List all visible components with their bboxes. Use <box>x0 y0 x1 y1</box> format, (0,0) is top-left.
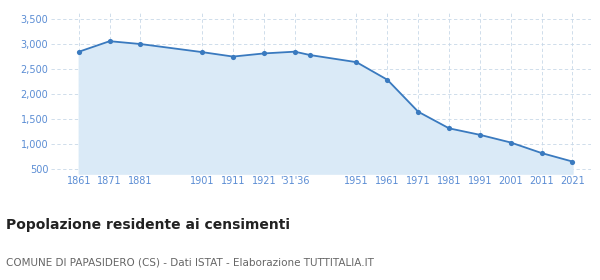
Point <box>352 60 361 64</box>
Point <box>413 109 423 114</box>
Point <box>537 151 547 155</box>
Point <box>444 126 454 130</box>
Point <box>383 78 392 82</box>
Point <box>290 50 299 54</box>
Point <box>475 133 485 137</box>
Point <box>228 54 238 59</box>
Point <box>74 50 83 54</box>
Point <box>506 140 515 145</box>
Point <box>105 39 115 43</box>
Point <box>136 42 145 46</box>
Text: COMUNE DI PAPASIDERO (CS) - Dati ISTAT - Elaborazione TUTTITALIA.IT: COMUNE DI PAPASIDERO (CS) - Dati ISTAT -… <box>6 258 374 268</box>
Point <box>259 51 269 56</box>
Text: Popolazione residente ai censimenti: Popolazione residente ai censimenti <box>6 218 290 232</box>
Point <box>568 159 577 164</box>
Point <box>305 53 315 57</box>
Point <box>197 50 207 54</box>
